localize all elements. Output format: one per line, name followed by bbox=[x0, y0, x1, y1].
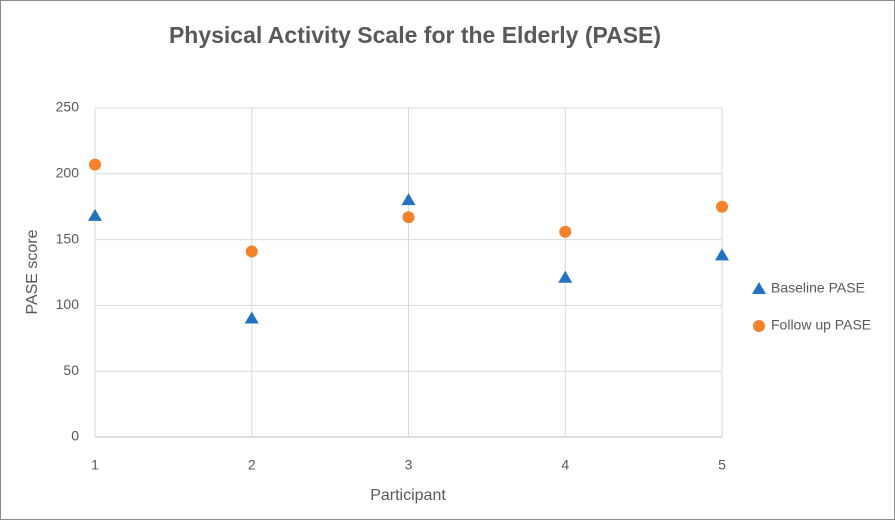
legend-marker bbox=[753, 320, 765, 332]
legend-label: Baseline PASE bbox=[771, 280, 865, 296]
data-point bbox=[401, 193, 416, 206]
data-point bbox=[89, 158, 101, 171]
y-axis-label: PASE score bbox=[24, 229, 41, 314]
x-tick-label: 4 bbox=[561, 457, 569, 473]
x-tick-label: 2 bbox=[248, 457, 256, 473]
data-point bbox=[402, 211, 415, 224]
legend-label: Follow up PASE bbox=[771, 317, 871, 333]
legend-marker bbox=[752, 282, 766, 294]
data-point bbox=[244, 311, 259, 324]
x-tick-label: 1 bbox=[91, 457, 99, 473]
y-tick-label: 100 bbox=[56, 296, 80, 312]
y-tick-label: 150 bbox=[56, 230, 80, 246]
data-point bbox=[245, 245, 258, 258]
y-tick-label: 0 bbox=[71, 428, 79, 444]
y-tick-label: 200 bbox=[56, 165, 80, 181]
data-point bbox=[716, 200, 728, 213]
data-point bbox=[559, 225, 572, 238]
y-tick-label: 250 bbox=[56, 99, 80, 115]
y-tick-label: 50 bbox=[63, 362, 79, 378]
x-tick-label: 5 bbox=[718, 457, 726, 473]
data-point bbox=[558, 270, 573, 283]
x-tick-label: 3 bbox=[405, 457, 413, 473]
x-axis-label: Participant bbox=[370, 487, 446, 504]
chart-title: Physical Activity Scale for the Elderly … bbox=[169, 22, 661, 48]
data-point bbox=[715, 248, 729, 261]
data-point bbox=[88, 208, 102, 221]
